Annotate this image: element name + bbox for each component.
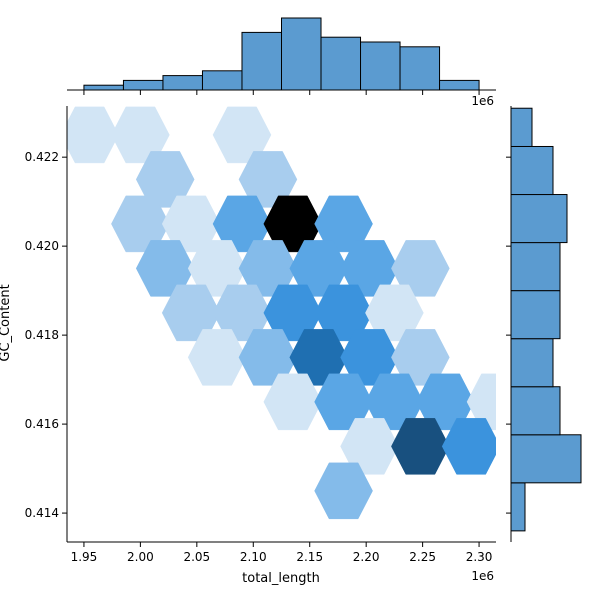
top-hist-bar: [162, 75, 203, 91]
top-hist-bar: [360, 41, 401, 91]
x-axis-label: total_length: [242, 571, 320, 586]
top-hist-bar: [122, 79, 164, 91]
top-marginal-histogram: [67, 17, 496, 95]
right-hist-bar: [510, 290, 561, 340]
x-tick-label: 2.05: [183, 550, 210, 564]
x-tick-label: 1.95: [71, 550, 98, 564]
x-tick-label: 2.30: [466, 550, 493, 564]
y-tick-label: 0.418: [25, 328, 59, 342]
y-tick-label: 0.416: [25, 417, 59, 431]
x-tick-label: 2.10: [240, 550, 267, 564]
x-tick-label: 2.25: [409, 550, 436, 564]
top-hist-offset-label: 1e6: [471, 94, 494, 108]
hex-layer: [67, 106, 496, 520]
right-marginal-histogram: [506, 106, 582, 542]
hexbin-cell: [111, 106, 170, 164]
hexbin-cell: [314, 462, 373, 520]
joint-hexbin-group: [67, 106, 496, 520]
x-tick-label: 2.00: [127, 550, 154, 564]
right-hist-bar: [510, 107, 533, 147]
y-tick-label: 0.414: [25, 506, 59, 520]
right-hist-bar: [510, 338, 554, 388]
top-hist-bar: [241, 31, 283, 91]
top-hist-bar: [201, 70, 243, 91]
joint-axes-group: 1.95 2.00 2.05 2.10 2.15 2.20 2.25 2.30 0.414 0.4…: [25, 106, 496, 564]
right-hist-bar: [510, 434, 582, 484]
top-hist-bar: [281, 17, 322, 91]
x-offset-label: 1e6: [471, 569, 494, 583]
y-tick-label: 0.420: [25, 239, 59, 253]
right-hist-bar: [510, 194, 568, 244]
top-hist-bar: [83, 84, 124, 91]
hexbin-cell: [67, 106, 119, 164]
top-hist-bar: [439, 79, 480, 91]
y-tick-label: 0.422: [25, 150, 59, 164]
top-hist-bar: [399, 46, 441, 91]
right-hist-bar: [510, 482, 526, 532]
hexbin-cell: [441, 418, 496, 475]
right-hist-bar: [510, 242, 561, 292]
top-hist-bar: [320, 36, 362, 91]
right-hist-bar: [510, 145, 554, 196]
right-hist-bar: [510, 386, 561, 436]
hexbin-cell: [212, 106, 272, 164]
y-axis-label: GC_Content: [0, 284, 13, 361]
x-tick-label: 2.15: [296, 550, 323, 564]
x-tick-label: 2.20: [353, 550, 380, 564]
